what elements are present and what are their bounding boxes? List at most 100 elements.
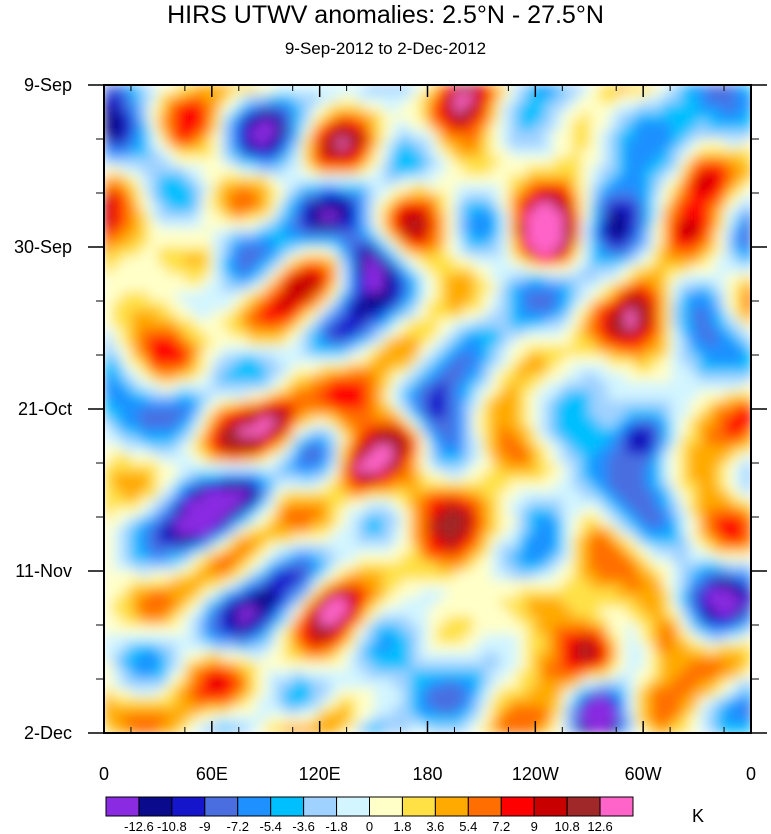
field-cell bbox=[455, 490, 465, 500]
field-cell bbox=[635, 697, 645, 707]
field-cell bbox=[221, 454, 231, 464]
field-cell bbox=[617, 157, 627, 167]
field-cell bbox=[311, 463, 321, 473]
field-cell bbox=[617, 589, 627, 599]
field-cell bbox=[545, 220, 555, 230]
field-cell bbox=[509, 238, 519, 248]
field-cell bbox=[698, 157, 708, 167]
field-cell bbox=[383, 553, 393, 563]
field-cell bbox=[716, 391, 726, 401]
field-cell bbox=[536, 427, 546, 437]
field-cell bbox=[581, 202, 591, 212]
field-cell bbox=[689, 499, 699, 509]
field-cell bbox=[689, 292, 699, 302]
field-cell bbox=[284, 697, 294, 707]
field-cell bbox=[275, 175, 285, 185]
field-cell bbox=[320, 517, 330, 527]
field-cell bbox=[311, 499, 321, 509]
field-cell bbox=[392, 670, 402, 680]
field-cell bbox=[239, 373, 249, 383]
field-cell bbox=[320, 328, 330, 338]
field-cell bbox=[266, 319, 276, 329]
field-cell bbox=[365, 355, 375, 365]
field-cell bbox=[122, 679, 132, 689]
field-cell bbox=[608, 544, 618, 554]
field-cell bbox=[383, 571, 393, 581]
field-cell bbox=[671, 346, 681, 356]
field-cell bbox=[185, 319, 195, 329]
field-cell bbox=[446, 625, 456, 635]
field-cell bbox=[734, 346, 744, 356]
field-cell bbox=[617, 391, 627, 401]
field-cell bbox=[572, 616, 582, 626]
field-cell bbox=[680, 166, 690, 176]
field-cell bbox=[554, 409, 564, 419]
field-cell bbox=[599, 193, 609, 203]
field-cell bbox=[590, 202, 600, 212]
field-cell bbox=[374, 94, 384, 104]
field-cell bbox=[239, 103, 249, 113]
field-cell bbox=[194, 490, 204, 500]
field-cell bbox=[158, 544, 168, 554]
field-cell bbox=[410, 337, 420, 347]
field-cell bbox=[707, 409, 717, 419]
field-cell bbox=[410, 418, 420, 428]
field-cell bbox=[167, 454, 177, 464]
field-cell bbox=[113, 670, 123, 680]
field-cell bbox=[176, 364, 186, 374]
field-cell bbox=[194, 580, 204, 590]
field-cell bbox=[635, 427, 645, 437]
field-cell bbox=[608, 418, 618, 428]
field-cell bbox=[338, 139, 348, 149]
field-cell bbox=[401, 634, 411, 644]
field-cell bbox=[662, 373, 672, 383]
field-cell bbox=[617, 652, 627, 662]
field-cell bbox=[671, 418, 681, 428]
field-cell bbox=[419, 121, 429, 131]
field-cell bbox=[257, 229, 267, 239]
field-cell bbox=[545, 454, 555, 464]
field-cell bbox=[239, 265, 249, 275]
field-cell bbox=[725, 643, 735, 653]
field-cell bbox=[446, 364, 456, 374]
field-cell bbox=[275, 139, 285, 149]
field-cell bbox=[734, 472, 744, 482]
field-cell bbox=[446, 382, 456, 392]
field-cell bbox=[248, 625, 258, 635]
field-cell bbox=[392, 193, 402, 203]
field-cell bbox=[383, 562, 393, 572]
field-cell bbox=[716, 130, 726, 140]
field-cell bbox=[167, 598, 177, 608]
field-cell bbox=[662, 589, 672, 599]
field-cell bbox=[311, 346, 321, 356]
field-cell bbox=[185, 616, 195, 626]
field-cell bbox=[446, 256, 456, 266]
field-cell bbox=[356, 175, 366, 185]
field-cell bbox=[194, 472, 204, 482]
field-cell bbox=[671, 328, 681, 338]
field-cell bbox=[320, 553, 330, 563]
field-cell bbox=[464, 148, 474, 158]
field-cell bbox=[239, 697, 249, 707]
field-cell bbox=[743, 337, 751, 347]
field-cell bbox=[410, 247, 420, 257]
field-cell bbox=[104, 292, 114, 302]
field-cell bbox=[500, 418, 510, 428]
field-cell bbox=[554, 571, 564, 581]
field-cell bbox=[131, 562, 141, 572]
field-cell bbox=[608, 301, 618, 311]
field-cell bbox=[275, 364, 285, 374]
field-cell bbox=[653, 364, 663, 374]
field-cell bbox=[617, 418, 627, 428]
field-cell bbox=[338, 409, 348, 419]
field-cell bbox=[617, 616, 627, 626]
field-cell bbox=[464, 355, 474, 365]
field-cell bbox=[419, 193, 429, 203]
field-cell bbox=[248, 238, 258, 248]
field-cell bbox=[194, 355, 204, 365]
field-cell bbox=[707, 445, 717, 455]
field-cell bbox=[194, 616, 204, 626]
field-cell bbox=[374, 472, 384, 482]
field-cell bbox=[446, 211, 456, 221]
field-cell bbox=[311, 481, 321, 491]
